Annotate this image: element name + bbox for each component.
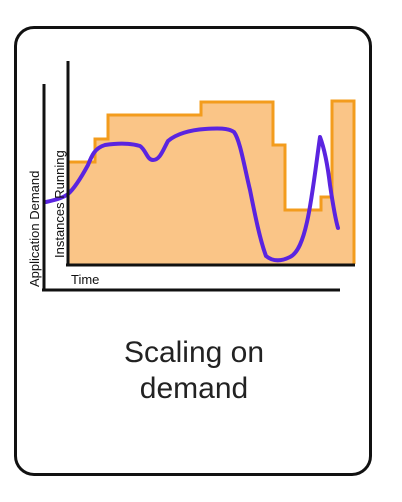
outer-y-axis-label: Application Demand bbox=[27, 171, 42, 287]
capacity-step-edge bbox=[68, 99, 356, 264]
x-axis-label: Time bbox=[71, 272, 99, 287]
caption-line-1: Scaling on bbox=[123, 336, 265, 369]
inner-y-axis-label: Instances Running bbox=[52, 150, 67, 258]
card-caption: Scaling on demand bbox=[24, 335, 364, 407]
caption-line-2: demand bbox=[139, 372, 249, 405]
capacity-step-area bbox=[68, 101, 354, 264]
demand-line bbox=[44, 126, 340, 263]
